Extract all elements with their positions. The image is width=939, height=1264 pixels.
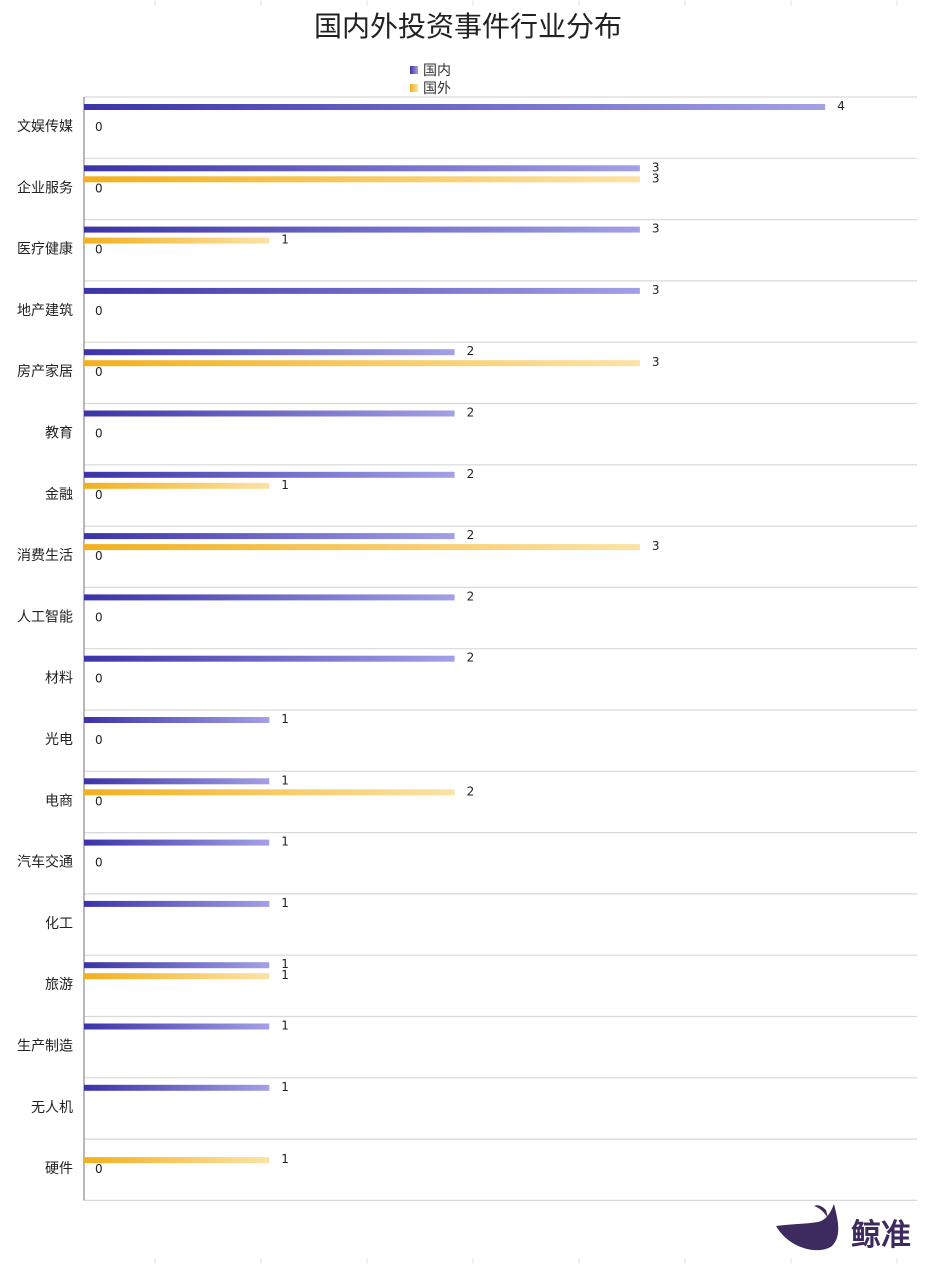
data-label-foreign: 2 [467, 784, 475, 798]
zero-label: 0 [95, 1162, 103, 1176]
data-label-domestic: 3 [652, 160, 660, 174]
bar-domestic [84, 165, 640, 172]
category-label: 教育 [45, 426, 73, 442]
bar-domestic [84, 839, 270, 846]
bar-domestic [84, 717, 270, 723]
bar-foreign [84, 544, 640, 551]
data-label-domestic: 3 [652, 283, 660, 297]
grid-lines [83, 0, 917, 1264]
bar-domestic [84, 533, 455, 540]
data-label-foreign: 1 [281, 478, 289, 492]
data-label-domestic: 4 [837, 99, 845, 113]
data-label-domestic: 2 [467, 589, 475, 603]
whale-icon [776, 1204, 839, 1251]
data-label-foreign: 3 [652, 355, 660, 369]
category-label: 医疗健康 [17, 241, 73, 258]
bar-domestic [84, 471, 455, 478]
category-label: 地产建筑 [17, 303, 73, 319]
data-label-domestic: 2 [467, 467, 475, 481]
zero-label: 0 [95, 365, 103, 379]
bar-domestic [84, 104, 826, 110]
category-label: 房产家居 [17, 363, 73, 380]
bar-foreign [84, 360, 640, 367]
category-label: 消费生活 [17, 548, 73, 564]
data-label-foreign: 1 [281, 233, 289, 247]
zero-label: 0 [95, 549, 103, 563]
bar-foreign [84, 176, 640, 183]
category-label: 生产制造 [17, 1039, 73, 1055]
data-label-domestic: 2 [467, 651, 475, 665]
legend: 国内 国外 [410, 63, 451, 97]
data-label-domestic: 1 [281, 712, 289, 726]
data-label-domestic: 1 [281, 835, 289, 849]
data-label-domestic: 1 [281, 1019, 289, 1033]
data-label-foreign: 3 [652, 539, 660, 553]
data-label-domestic: 2 [467, 344, 475, 358]
data-label-domestic: 1 [281, 773, 289, 787]
category-label: 电商 [45, 793, 73, 809]
labels: 文娱传媒40企业服务330医疗健康310地产建筑30房产家居230教育20金融2… [17, 99, 845, 1177]
bar-foreign [84, 973, 270, 980]
category-label: 光电 [45, 732, 73, 748]
brand-name: 鲸准 [851, 1218, 911, 1253]
bar-domestic [84, 1023, 270, 1030]
chart-title: 国内外投资事件行业分布 [314, 10, 622, 43]
category-label: 金融 [45, 487, 73, 503]
bar-domestic [84, 594, 455, 601]
data-label-domestic: 1 [281, 1080, 289, 1094]
category-label: 汽车交通 [17, 854, 73, 871]
bar-domestic [84, 1084, 270, 1091]
legend-label-domestic: 国内 [423, 63, 451, 79]
bar-domestic [84, 349, 455, 356]
bar-domestic [84, 778, 270, 785]
bar-domestic [84, 900, 270, 907]
zero-label: 0 [95, 794, 103, 808]
data-label-foreign: 3 [652, 171, 660, 185]
legend-swatch-domestic [410, 66, 418, 74]
category-label: 文娱传媒 [17, 119, 73, 135]
zero-label: 0 [95, 856, 103, 870]
category-label: 人工智能 [17, 609, 73, 625]
bar-domestic [84, 226, 640, 233]
bar-domestic [84, 287, 640, 294]
data-label-foreign: 1 [281, 968, 289, 982]
data-label-domestic: 2 [467, 406, 475, 420]
zero-label: 0 [95, 672, 103, 686]
category-label: 企业服务 [17, 179, 73, 196]
zero-label: 0 [95, 243, 103, 257]
data-label-foreign: 1 [281, 1152, 289, 1166]
data-label-domestic: 3 [652, 222, 660, 236]
zero-label: 0 [95, 488, 103, 502]
bars [84, 104, 826, 1164]
bar-foreign [84, 237, 270, 244]
legend-label-foreign: 国外 [423, 81, 451, 97]
bar-domestic [84, 655, 455, 662]
zero-label: 0 [95, 181, 103, 195]
zero-label: 0 [95, 427, 103, 441]
category-label: 无人机 [31, 1100, 73, 1116]
brand-logo: 鲸准 [776, 1204, 911, 1253]
whale-tail-icon [814, 1205, 828, 1218]
bar-domestic [84, 962, 270, 969]
zero-label: 0 [95, 610, 103, 624]
data-label-domestic: 1 [281, 957, 289, 971]
category-label: 材料 [45, 671, 73, 687]
bar-domestic [84, 410, 455, 417]
category-label: 硬件 [45, 1161, 73, 1177]
bar-foreign [84, 789, 455, 796]
zero-label: 0 [95, 733, 103, 747]
bar-foreign [84, 482, 270, 489]
category-label: 化工 [45, 916, 73, 932]
zero-label: 0 [95, 120, 103, 134]
data-label-domestic: 1 [281, 896, 289, 910]
category-label: 旅游 [45, 977, 73, 993]
data-label-domestic: 2 [467, 528, 475, 542]
bar-foreign [84, 1157, 270, 1164]
legend-swatch-foreign [410, 84, 418, 92]
zero-label: 0 [95, 304, 103, 318]
